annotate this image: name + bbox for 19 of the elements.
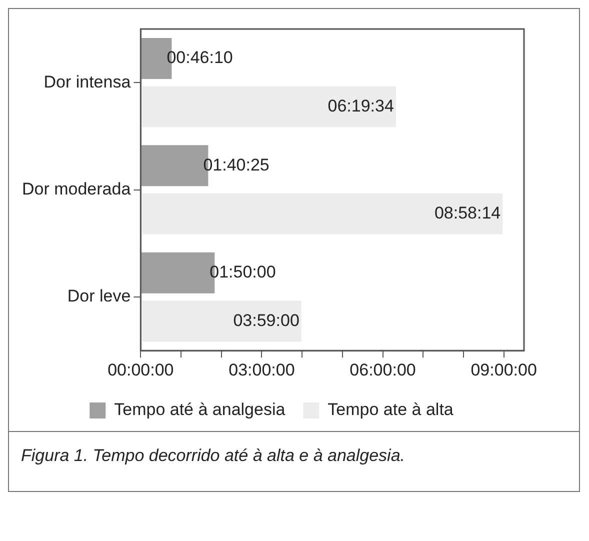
data-label: 01:50:00 <box>210 262 276 282</box>
x-tick-label: 03:00:00 <box>228 360 295 380</box>
y-tick-label: Dor leve <box>67 286 131 306</box>
bar <box>141 86 396 128</box>
x-tick-label: 00:00:00 <box>108 360 174 380</box>
data-label: 01:40:25 <box>203 155 270 174</box>
data-label: 03:59:00 <box>233 310 300 330</box>
bar <box>141 300 302 342</box>
data-label: 00:46:10 <box>166 48 233 68</box>
data-label: 08:58:14 <box>434 204 501 223</box>
legend-label: Tempo ate à alta <box>328 400 454 420</box>
x-tick-label: 09:00:00 <box>470 360 537 380</box>
data-label: 06:19:34 <box>328 96 394 116</box>
bar <box>141 193 503 234</box>
y-tick-label: Dor intensa <box>44 72 132 92</box>
y-tick-label: Dor moderada <box>22 179 132 198</box>
text: Figura 1. Tempo decorrido até à alta e à analgesia. <box>9 431 579 480</box>
legend-label: Tempo até à analgesia <box>114 400 286 420</box>
x-tick-label: 06:00:00 <box>350 360 416 380</box>
